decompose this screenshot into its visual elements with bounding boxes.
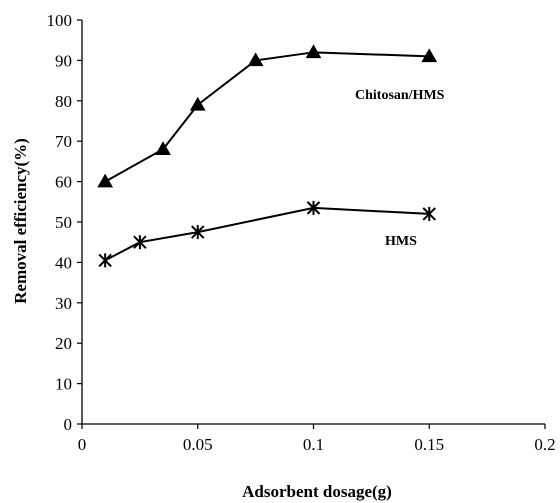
x-axis-title: Adsorbent dosage(g) <box>242 482 392 501</box>
data-point-chitosan-hms <box>155 141 171 156</box>
y-tick-label: 80 <box>55 92 72 111</box>
x-tick-label: 0 <box>78 435 87 454</box>
data-point-chitosan-hms <box>421 48 438 63</box>
y-tick-label: 10 <box>55 375 72 394</box>
series-line-chitosan-hms <box>104 51 430 183</box>
y-tick-label: 70 <box>55 132 72 151</box>
data-point-chitosan-hms <box>97 173 114 188</box>
x-tick-label: 0.1 <box>303 435 324 454</box>
y-tick-label: 0 <box>64 415 73 434</box>
y-tick-label: 20 <box>55 334 72 353</box>
series-label-chitosan-hms: Chitosan/HMS <box>355 88 445 103</box>
y-tick-label: 50 <box>55 213 72 232</box>
data-point-hms <box>133 235 147 250</box>
series-label-hms: HMS <box>385 234 417 249</box>
x-ticks: 0 0.05 0.1 0.15 0.2 <box>78 424 556 454</box>
data-point-hms <box>306 200 321 215</box>
y-axis-title: Removal efficiency(%) <box>11 138 30 304</box>
y-tick-label: 60 <box>55 173 72 192</box>
data-point-hms <box>191 225 205 240</box>
series-line-hms <box>104 206 430 262</box>
x-tick-label: 0.15 <box>414 435 444 454</box>
data-point-chitosan-hms <box>189 96 206 111</box>
x-tick-label: 0.05 <box>183 435 213 454</box>
axes <box>81 20 545 425</box>
y-tick-label: 30 <box>55 294 72 313</box>
series-lines <box>104 51 430 262</box>
y-tick-label: 90 <box>55 51 72 70</box>
y-tick-label: 100 <box>47 11 73 30</box>
y-ticks: 0 10 20 30 40 50 60 70 80 90 100 <box>47 11 82 434</box>
x-tick-label: 0.2 <box>534 435 555 454</box>
data-point-chitosan-hms <box>247 52 264 67</box>
data-point-hms <box>98 253 112 268</box>
data-point-chitosan-hms <box>305 44 322 59</box>
y-tick-label: 40 <box>55 253 72 272</box>
data-point-hms <box>422 206 436 221</box>
series-markers <box>97 44 438 268</box>
